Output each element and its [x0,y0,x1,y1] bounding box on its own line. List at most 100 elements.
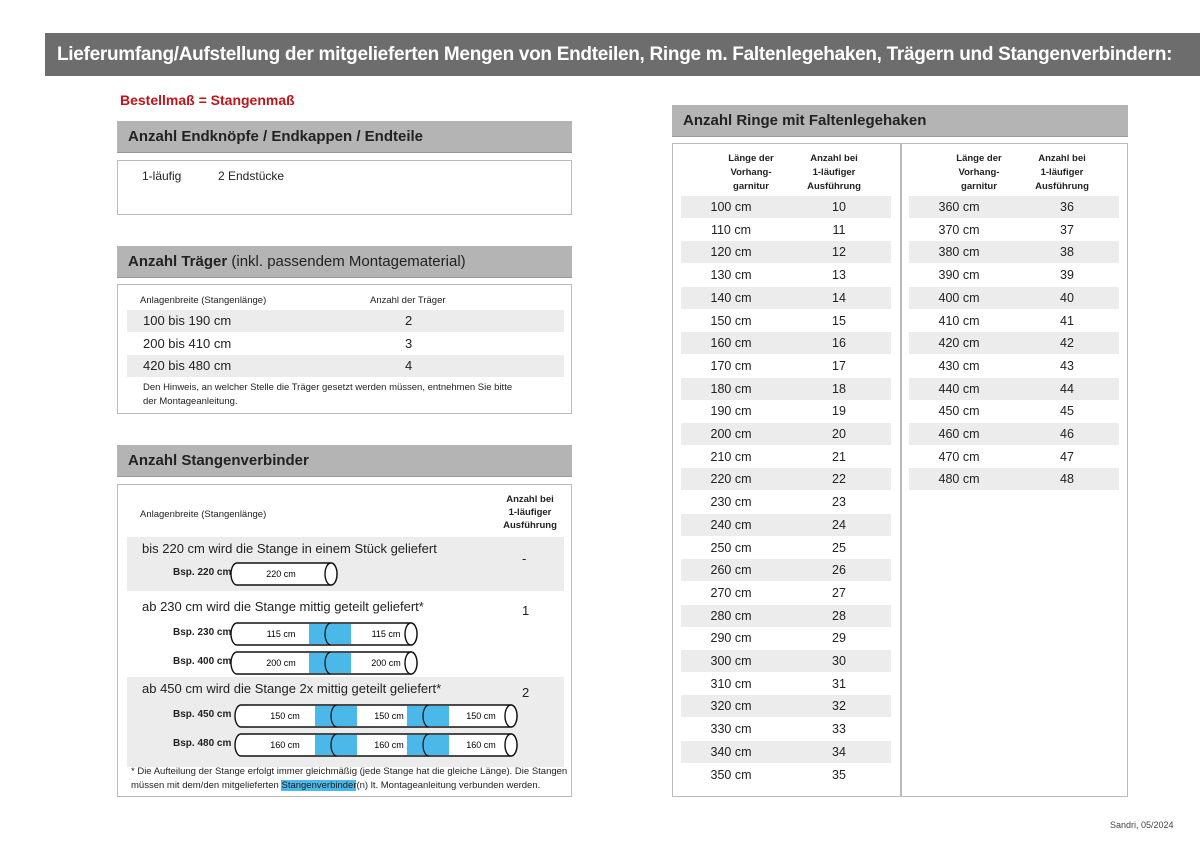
table-row: 420 bis 480 cm 4 [127,355,564,377]
length-cell: 380 cm [938,245,980,260]
length-cell: 480 cm [938,472,980,487]
traeger-heading-suffix: (inkl. passendem Montagematerial) [227,253,466,270]
length-cell: 410 cm [938,313,980,328]
count-cell: 38 [1060,245,1074,260]
subtitle: Bestellmaß = Stangenmaß [120,92,295,108]
range-cell: 200 bis 410 cm [143,335,232,351]
footer-credit: Sandri, 05/2024 [1110,820,1174,830]
count-cell: 23 [832,495,846,510]
count-cell: 4 [405,358,413,373]
table-row: 350 cm 35 [681,764,891,786]
table-row: 430 cm 43 [909,355,1119,377]
count-cell: 30 [832,654,846,668]
header-line: Ausführung [1035,181,1089,192]
footnote-text: müssen mit dem/den mitgelieferten [131,780,282,791]
rod-end [324,562,338,586]
footnote-highlight: Stangenverbinder [281,780,357,791]
connector-mark [407,706,449,726]
rod-segment-length: 160 cm [466,740,496,750]
length-cell: 200 cm [710,427,752,441]
count-cell: 45 [1060,404,1074,419]
table-row: 370 cm 37 [909,219,1119,241]
traeger-col1: Anlagenbreite (Stangenlänge) [140,295,267,306]
ringe-heading: Anzahl Ringe mit Faltenlegehaken [672,105,1128,137]
traeger-box: Anlagenbreite (Stangenlänge) Anzahl der … [117,284,572,414]
count-cell: 13 [832,268,846,283]
rod-segment-length: 115 cm [372,629,401,639]
count-cell: 19 [832,404,846,419]
table-row: 300 cm 30 [681,650,891,672]
ringe-column-header: Anzahl bei 1-läufiger Ausführung [1017,152,1107,194]
header-line: Länge der [728,153,774,164]
length-cell: 310 cm [710,676,752,691]
table-row: 460 cm 46 [909,423,1119,445]
joint-line [324,622,332,646]
verbinder-group: bis 220 cm wird die Stange in einem Stüc… [127,537,564,591]
length-cell: 290 cm [710,631,752,646]
example-label: Bsp. 450 cm [173,709,232,720]
length-cell: 450 cm [938,404,980,419]
range-cell: 100 bis 190 cm [143,313,232,328]
rod-segment-length: 160 cm [270,740,300,750]
footnote-line: müssen mit dem/den mitgelieferten Stange… [131,779,567,793]
table-row: 280 cm 28 [681,604,891,627]
group-count: - [522,551,527,566]
table-row: 420 cm 42 [909,332,1119,355]
count-cell: 17 [832,358,846,373]
verbinder-col1: Anlagenbreite (Stangenlänge) [140,509,267,520]
length-cell: 170 cm [710,358,752,373]
curtain-rod-diagram: 200 cm 200 cm [230,651,418,675]
count-cell: 46 [1060,427,1074,441]
length-cell: 400 cm [938,290,980,305]
table-row: 380 cm 38 [909,241,1119,264]
length-cell: 320 cm [710,699,752,714]
table-row: 220 cm 22 [681,468,891,491]
curtain-rod-diagram: 115 cm 115 cm [230,622,418,646]
count-cell: 20 [832,427,846,441]
table-row: 310 cm 31 [681,673,891,695]
rod-segment-length: 150 cm [466,711,496,721]
count-cell: 28 [832,608,846,623]
count-cell: 34 [832,744,846,759]
ringe-column-header: Länge der Vorhang-garnitur [706,152,796,194]
length-cell: 470 cm [938,449,980,464]
connector-mark [309,653,351,673]
connector-mark [315,735,357,755]
table-row: 250 cm 25 [681,537,891,559]
table-row: 200 bis 410 cm 3 [127,333,564,355]
traeger-note-2: der Montageanleitung. [143,396,238,407]
count-cell: 42 [1060,336,1074,351]
count-cell: 43 [1060,358,1074,373]
header-line: 1-läufiger [1040,167,1084,178]
count-cell: 14 [832,290,846,305]
length-cell: 110 cm [710,222,752,237]
group-text: ab 450 cm wird die Stange 2x mittig gete… [142,681,442,696]
length-cell: 220 cm [710,472,752,487]
count-cell: 35 [832,767,846,782]
verbinder-col2-line: Ausführung [503,520,557,531]
group-count: 1 [522,603,530,618]
connector-mark [407,735,449,755]
group-count: 2 [522,685,530,700]
count-cell: 21 [832,449,846,464]
count-cell: 25 [832,540,846,555]
verbinder-col2-line: 1-läufiger [508,507,552,518]
count-cell: 37 [1060,222,1074,237]
header-line: Anzahl bei [1038,153,1086,164]
length-cell: 190 cm [710,404,752,419]
header-line: Anzahl bei [810,153,858,164]
table-row: 150 cm 15 [681,310,891,332]
header-line: garnitur [733,181,769,192]
count-cell: 24 [832,517,846,532]
count-cell: 22 [832,472,846,487]
count-cell: 26 [832,563,846,578]
length-cell: 270 cm [710,585,752,600]
length-cell: 180 cm [710,381,752,396]
verbinder-footnote: * Die Aufteilung der Stange erfolgt imme… [131,765,567,793]
table-row: 170 cm 17 [681,355,891,377]
table-row: 110 cm 11 [681,219,891,241]
length-cell: 440 cm [938,381,980,396]
length-cell: 390 cm [938,268,980,283]
table-row: 130 cm 13 [681,264,891,286]
footnote-line: * Die Aufteilung der Stange erfolgt imme… [131,766,568,777]
